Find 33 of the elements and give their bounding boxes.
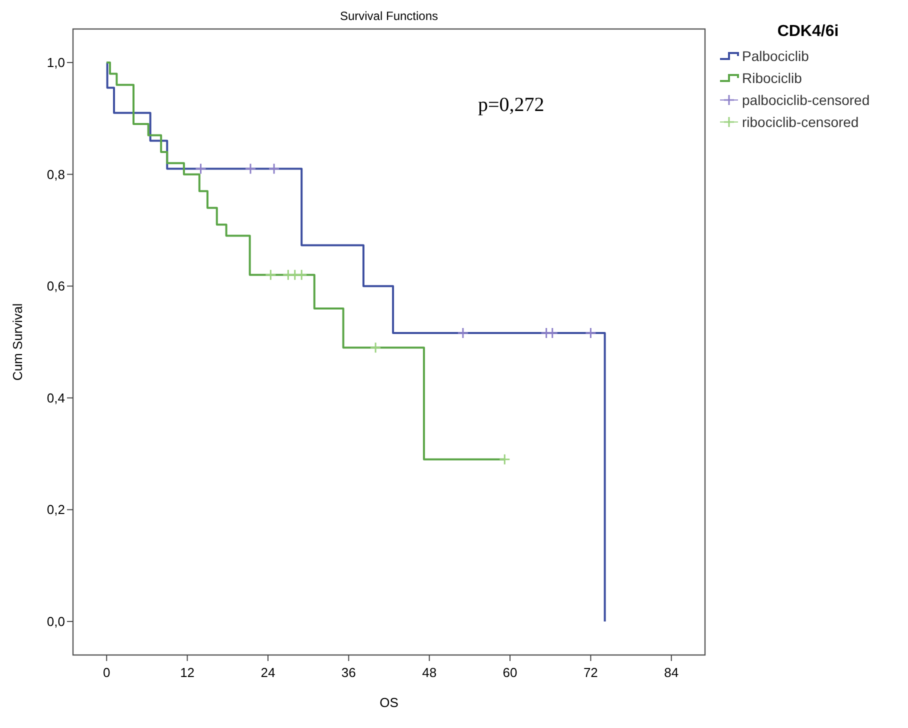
point xyxy=(194,162,206,174)
point xyxy=(370,342,382,354)
legend-title: CDK4/6i xyxy=(777,23,839,40)
x-tick-label: 48 xyxy=(422,665,437,680)
point xyxy=(296,269,308,281)
annotation: p=0,272 xyxy=(478,94,544,116)
point xyxy=(584,327,596,339)
x-tick-label: 36 xyxy=(341,665,356,680)
y-tick-label: 0,8 xyxy=(46,166,65,182)
y-tick-label: 0,6 xyxy=(46,278,65,294)
y-tick-label: 1,0 xyxy=(46,55,65,70)
point xyxy=(264,269,276,281)
legend-label: ribociclib-censored xyxy=(742,114,859,130)
point xyxy=(546,327,558,339)
x-tick-label: 60 xyxy=(502,665,518,680)
y-tick-label: 0,4 xyxy=(46,390,65,406)
x-tick-label: 0 xyxy=(103,665,110,680)
legend-label: palbociclib-censored xyxy=(742,92,870,108)
y-tick-label: 0,0 xyxy=(46,614,65,629)
x-tick-label: 24 xyxy=(260,665,276,680)
point xyxy=(498,454,510,466)
chart-title: Survival Functions xyxy=(340,9,438,23)
y-tick-label: 0,2 xyxy=(46,502,65,518)
legend-label: Palbociclib xyxy=(742,48,810,64)
x-axis-title: OS xyxy=(380,695,399,710)
point xyxy=(268,162,280,174)
point xyxy=(244,162,256,174)
point xyxy=(457,327,469,339)
x-tick-label: 12 xyxy=(180,665,195,680)
y-axis-title: Cum Survival xyxy=(10,303,25,381)
x-tick-label: 84 xyxy=(664,665,679,680)
legend-label: Ribociclib xyxy=(742,70,802,86)
x-tick-label: 72 xyxy=(583,665,598,680)
